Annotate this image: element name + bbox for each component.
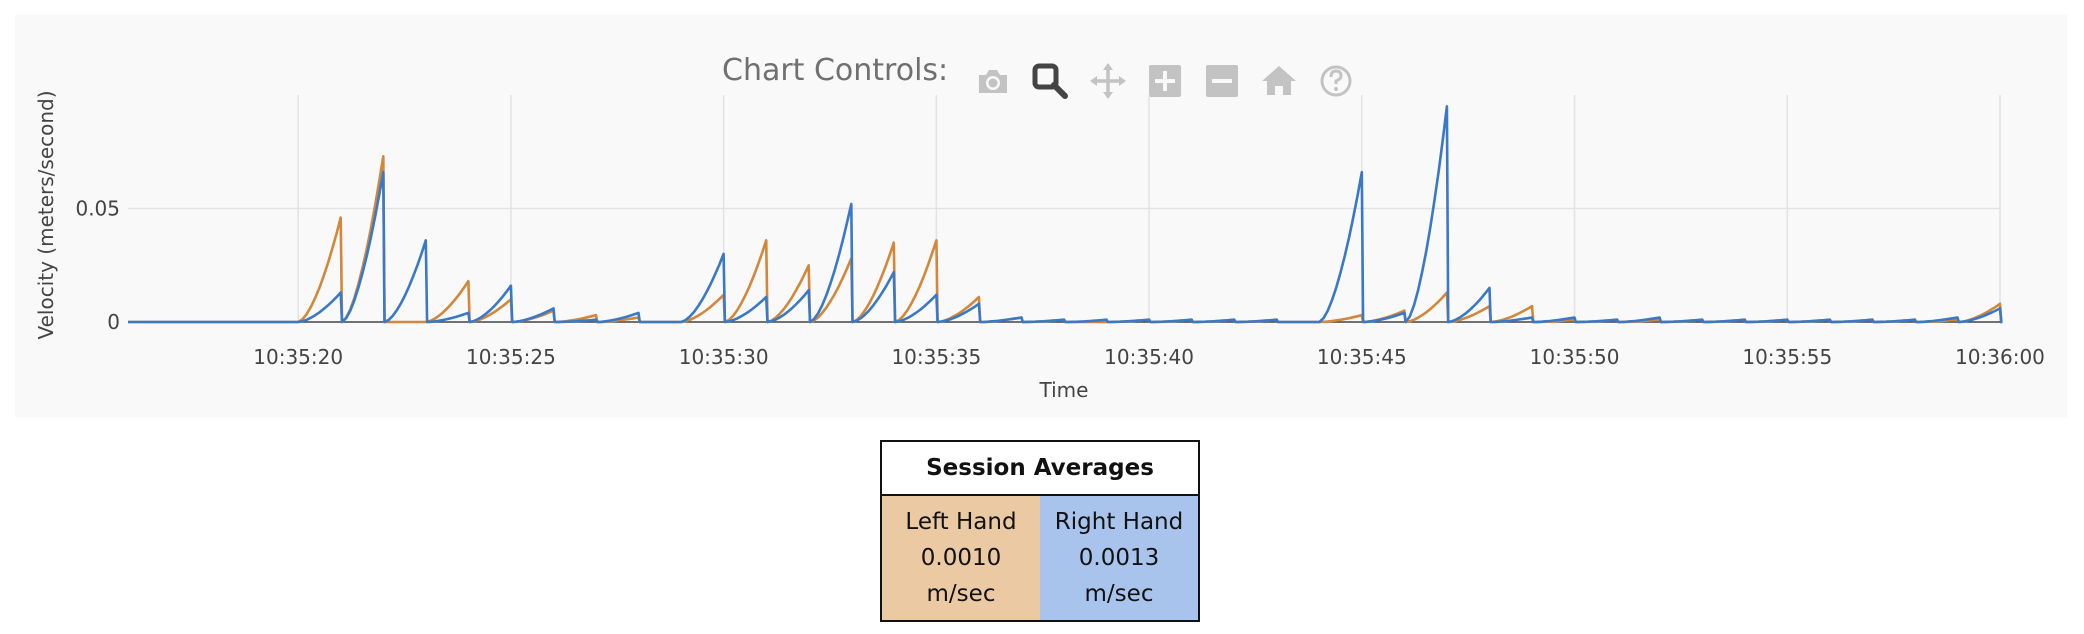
left-hand-series-line — [128, 155, 2003, 324]
right-hand-series-line — [128, 105, 2003, 324]
help-icon[interactable] — [1316, 61, 1356, 101]
series-lines — [128, 105, 2003, 324]
x-tick-label: 10:35:50 — [1530, 345, 1620, 369]
zoom-out-icon[interactable] — [1202, 61, 1242, 101]
velocity-chart: 10:35:20 10:35:25 10:35:30 10:35:35 10:35:40… — [34, 90, 2045, 402]
left-hand-cell: Left Hand 0.0010 m/sec — [882, 496, 1040, 620]
x-tick-label: 10:35:45 — [1317, 345, 1407, 369]
x-tick-label: 10:35:30 — [679, 345, 769, 369]
x-tick-label: 10:35:35 — [891, 345, 981, 369]
home-icon[interactable] — [1259, 61, 1299, 101]
y-tick-label: 0 — [107, 310, 120, 334]
session-averages-title: Session Averages — [882, 442, 1198, 496]
session-averages-table: Session Averages Left Hand 0.0010 m/sec … — [880, 440, 1200, 622]
left-hand-unit: m/sec — [926, 581, 996, 607]
zoom-icon[interactable] — [1030, 61, 1070, 101]
left-hand-value: 0.0010 — [920, 545, 1002, 571]
y-tick-label: 0.05 — [75, 197, 120, 221]
x-tick-label: 10:36:00 — [1955, 345, 2045, 369]
x-tick-label: 10:35:55 — [1742, 345, 1832, 369]
right-hand-unit: m/sec — [1084, 581, 1154, 607]
tick-labels: 10:35:20 10:35:25 10:35:30 10:35:35 10:35:40… — [75, 197, 2044, 370]
right-hand-label: Right Hand — [1054, 509, 1184, 535]
x-tick-label: 10:35:40 — [1104, 345, 1194, 369]
y-axis-title: Velocity (meters/second) — [34, 90, 58, 339]
x-tick-label: 10:35:20 — [253, 345, 343, 369]
pan-icon[interactable] — [1088, 61, 1128, 101]
chart-panel: Chart Controls: — [15, 15, 2067, 417]
x-axis-title: Time — [1039, 378, 1089, 402]
left-hand-label: Left Hand — [905, 509, 1017, 535]
chart-controls-label: Chart Controls: — [722, 53, 949, 88]
right-hand-value: 0.0013 — [1078, 545, 1160, 571]
right-hand-cell: Right Hand 0.0013 m/sec — [1040, 496, 1198, 620]
zoom-in-icon[interactable] — [1145, 61, 1185, 101]
camera-icon[interactable] — [973, 61, 1013, 101]
x-tick-label: 10:35:25 — [466, 345, 556, 369]
